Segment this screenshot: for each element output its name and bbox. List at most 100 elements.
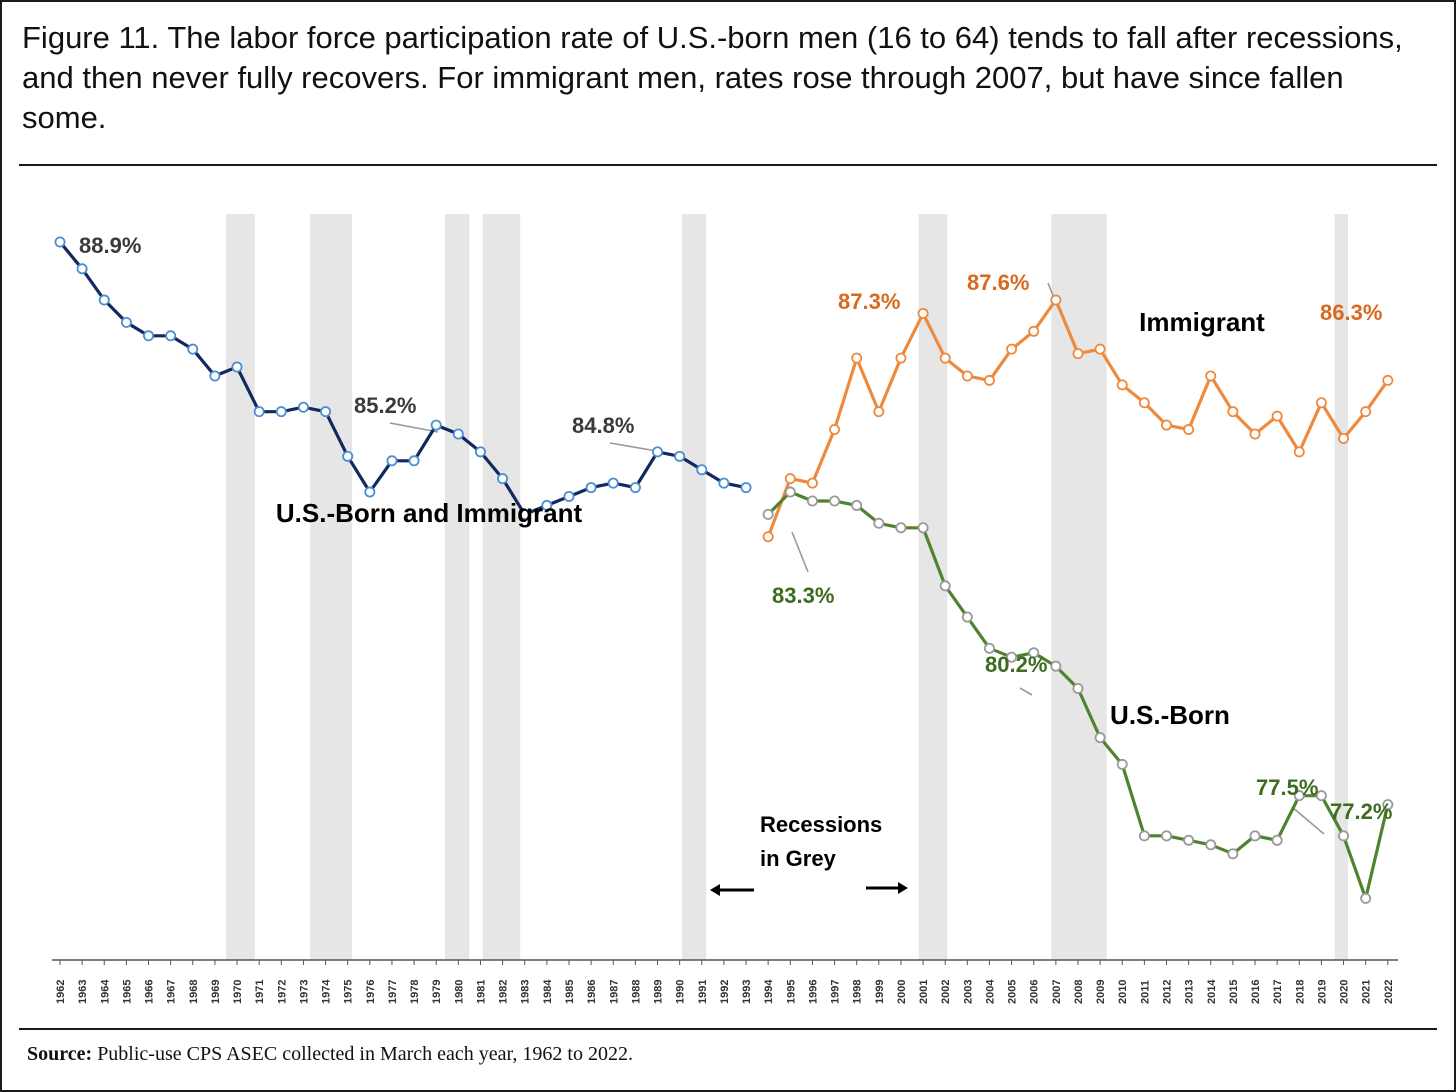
point-immigrant-1995 (784, 473, 796, 485)
point-combined-1975 (342, 450, 354, 462)
recession-band-2 (445, 214, 470, 960)
series-label-us-born: U.S.-Born (1110, 700, 1230, 730)
x-tick-label: 1981 (475, 980, 487, 1004)
x-tick-label: 2013 (1184, 980, 1196, 1004)
annotation-leaders (389, 282, 1325, 835)
x-tick-label: 2008 (1073, 980, 1085, 1004)
recession-band-3 (482, 214, 521, 960)
point-combined-1987 (607, 477, 619, 489)
series-label-combined: U.S.-Born and Immigrant (276, 498, 583, 528)
point-combined-1991 (696, 464, 708, 476)
point-us-born-2006 (1028, 647, 1040, 659)
point-combined-1965 (120, 316, 132, 328)
point-immigrant-1996 (806, 477, 818, 489)
x-tick-label: 2014 (1206, 979, 1218, 1004)
source-note: Source: Public-use CPS ASEC collected in… (27, 1043, 633, 1066)
x-tick-label: 2001 (918, 980, 930, 1004)
recession-band-7 (1334, 214, 1348, 960)
point-us-born-2001 (917, 522, 929, 534)
point-combined-1966 (143, 330, 155, 342)
x-tick-label: 1983 (520, 980, 532, 1004)
x-tick-label: 1987 (608, 980, 620, 1004)
x-tick-label: 2010 (1117, 980, 1129, 1004)
x-tick-label: 1986 (586, 980, 598, 1004)
point-immigrant-2013 (1183, 424, 1195, 436)
point-us-born-2013 (1183, 834, 1195, 846)
x-tick-label: 1978 (409, 980, 421, 1004)
point-immigrant-2001 (917, 307, 929, 319)
point-combined-1983 (519, 508, 531, 520)
x-tick-label: 1964 (99, 979, 111, 1004)
point-us-born-1996 (806, 495, 818, 507)
x-tick-label: 1995 (785, 980, 797, 1004)
point-immigrant-2009 (1094, 343, 1106, 355)
point-us-born-2018 (1293, 790, 1305, 802)
point-immigrant-2019 (1315, 397, 1327, 409)
source-text: Public-use CPS ASEC collected in March e… (92, 1043, 633, 1065)
x-tick-label: 1990 (675, 980, 687, 1004)
data-label-combined-1962: 88.9% (79, 233, 141, 258)
x-tick-label: 2018 (1294, 980, 1306, 1004)
point-combined-1968 (187, 343, 199, 355)
series-lines (58, 240, 1390, 901)
data-label-immigrant-2007: 87.6% (967, 270, 1029, 295)
point-us-born-2015 (1227, 848, 1239, 860)
point-immigrant-2000 (895, 352, 907, 364)
point-us-born-2017 (1271, 834, 1283, 846)
point-combined-1978 (408, 455, 420, 467)
point-us-born-1995 (784, 486, 796, 498)
point-immigrant-1999 (873, 406, 885, 418)
x-tick-label: 2011 (1139, 980, 1151, 1004)
point-us-born-1999 (873, 517, 885, 529)
point-us-born-1994 (762, 508, 774, 520)
point-combined-1973 (297, 401, 309, 413)
point-combined-1980 (452, 428, 464, 440)
annotation-leader-combined-1989 (609, 442, 658, 452)
series-line-combined (58, 240, 747, 517)
point-us-born-2005 (1006, 651, 1018, 663)
x-tick-label: 2021 (1361, 980, 1373, 1004)
recession-band-4 (681, 214, 707, 960)
recession-note-line1: Recessions (760, 812, 882, 837)
x-axis: 1962 1963 1964 1965 1966 1967 1968 1969 1970 1971… (52, 959, 1398, 1004)
point-immigrant-1998 (851, 352, 863, 364)
point-combined-1971 (253, 406, 265, 418)
point-immigrant-2021 (1360, 406, 1372, 418)
x-tick-label: 1969 (210, 980, 222, 1004)
x-tick-label: 1973 (298, 980, 310, 1004)
point-combined-1963 (76, 263, 88, 275)
point-combined-1979 (430, 419, 442, 431)
figure-title: Figure 11. The labor force participation… (22, 20, 1403, 135)
recession-band-6 (1051, 214, 1107, 960)
point-us-born-2020 (1338, 830, 1350, 842)
point-combined-1989 (652, 446, 664, 458)
x-tick-label: 1998 (852, 980, 864, 1004)
annotation-leader-us-born-2006 (1019, 687, 1033, 696)
point-immigrant-2011 (1138, 397, 1150, 409)
point-combined-1972 (275, 406, 287, 418)
source-divider (19, 1028, 1437, 1030)
data-label-us-born-2022: 77.2% (1330, 799, 1392, 824)
arrow-left-head-icon (710, 884, 720, 896)
point-immigrant-2002 (939, 352, 951, 364)
point-immigrant-2008 (1072, 348, 1084, 360)
x-tick-label: 1967 (166, 980, 178, 1004)
recession-note-line2: in Grey (760, 846, 837, 871)
point-combined-1977 (386, 455, 398, 467)
x-tick-label: 1994 (763, 979, 775, 1004)
data-label-combined-1989: 84.8% (572, 413, 634, 438)
chart-labels: U.S.-Born and Immigrant Immigrant U.S.-B… (79, 233, 1392, 896)
line-chart: 1962 1963 1964 1965 1966 1967 1968 1969 1970 1971… (52, 214, 1398, 1004)
x-tick-label: 2015 (1228, 980, 1240, 1004)
point-combined-1988 (629, 482, 641, 494)
data-label-us-born-2006: 80.2% (985, 652, 1047, 677)
arrow-right-head-icon (898, 882, 908, 894)
point-us-born-2004 (983, 642, 995, 654)
x-tick-label: 1979 (431, 980, 443, 1004)
annotation-leader-us-born-2019 (1291, 806, 1325, 835)
point-combined-1984 (541, 499, 553, 511)
data-label-combined-1979: 85.2% (354, 393, 416, 418)
point-immigrant-2004 (983, 374, 995, 386)
point-immigrant-1994 (762, 531, 774, 543)
x-tick-label: 1971 (254, 980, 266, 1004)
